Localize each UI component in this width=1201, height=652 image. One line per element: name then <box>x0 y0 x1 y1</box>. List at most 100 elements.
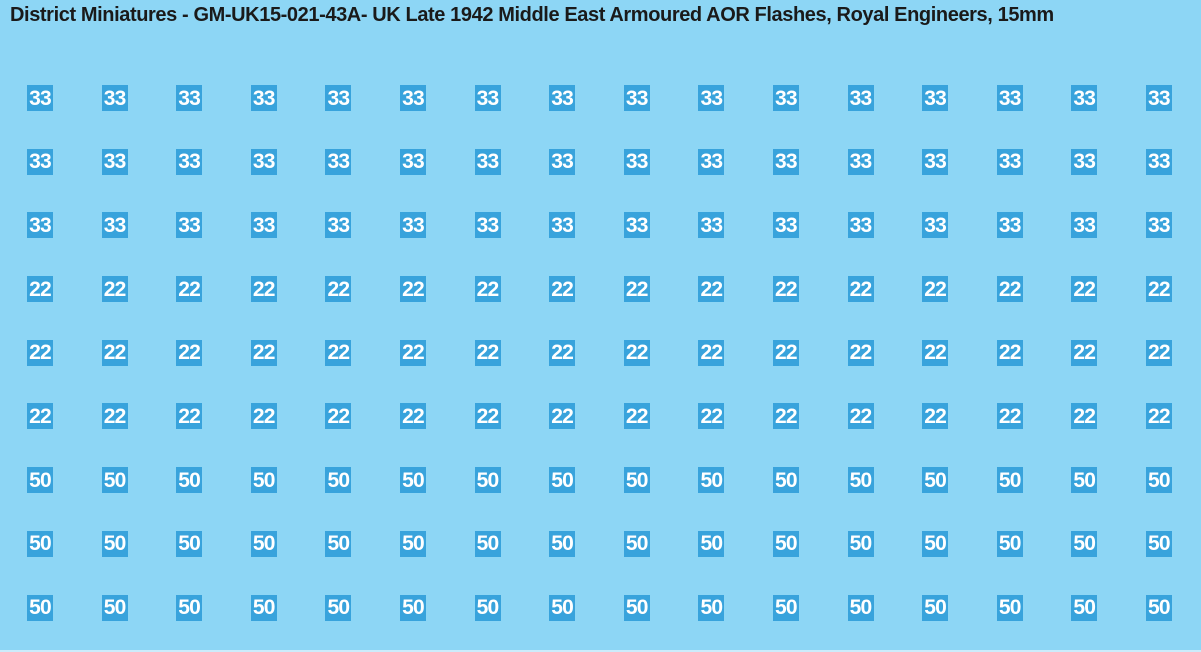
decal-square: 33 <box>549 148 576 175</box>
decal-square: 50 <box>325 467 352 494</box>
decal-square: 22 <box>996 339 1023 366</box>
decal-square: 50 <box>1071 530 1098 557</box>
decal-square: 50 <box>847 530 874 557</box>
decal-square: 33 <box>1145 85 1172 111</box>
bottom-edge-divider <box>0 650 1201 652</box>
decal-square: 50 <box>922 594 949 621</box>
decal-square: 33 <box>1145 148 1172 175</box>
decal-square: 22 <box>176 403 203 430</box>
decal-square: 33 <box>250 85 277 111</box>
decal-square: 50 <box>176 530 203 557</box>
decal-square: 33 <box>922 148 949 175</box>
decal-square: 22 <box>250 276 277 303</box>
decal-square: 50 <box>474 594 501 621</box>
decal-square: 22 <box>101 339 128 366</box>
decal-square: 50 <box>250 530 277 557</box>
decal-square: 22 <box>847 339 874 366</box>
decal-square: 50 <box>847 594 874 621</box>
decal-square: 50 <box>325 594 352 621</box>
decal-square: 50 <box>1145 530 1172 557</box>
decal-square: 50 <box>698 467 725 494</box>
decal-square: 22 <box>474 403 501 430</box>
decal-square: 22 <box>1145 339 1172 366</box>
decal-square: 50 <box>549 467 576 494</box>
decal-square: 22 <box>772 403 799 430</box>
decal-square: 50 <box>325 530 352 557</box>
decal-square: 50 <box>27 467 53 494</box>
decal-square: 33 <box>549 85 576 111</box>
decal-square: 22 <box>176 339 203 366</box>
decal-square: 33 <box>996 212 1023 239</box>
decal-square: 50 <box>922 530 949 557</box>
decal-square: 33 <box>772 85 799 111</box>
decal-square: 22 <box>623 403 650 430</box>
decal-square: 50 <box>250 467 277 494</box>
decal-square: 22 <box>623 276 650 303</box>
decal-square: 50 <box>1071 467 1098 494</box>
decal-square: 22 <box>698 276 725 303</box>
decal-square: 33 <box>996 85 1023 111</box>
decal-square: 33 <box>996 148 1023 175</box>
decal-square: 33 <box>399 212 426 239</box>
decal-square: 22 <box>698 339 725 366</box>
decal-square: 50 <box>1145 594 1172 621</box>
decal-square: 22 <box>176 276 203 303</box>
decal-square: 50 <box>698 594 725 621</box>
decal-square: 33 <box>922 85 949 111</box>
decal-square: 50 <box>27 594 53 621</box>
decal-square: 33 <box>847 85 874 111</box>
decal-square: 50 <box>176 467 203 494</box>
decal-square: 33 <box>176 148 203 175</box>
decal-square: 33 <box>698 85 725 111</box>
decal-square: 33 <box>325 212 352 239</box>
decal-square: 50 <box>623 594 650 621</box>
decal-square: 33 <box>623 212 650 239</box>
decal-square: 22 <box>1071 276 1098 303</box>
decal-square: 33 <box>101 148 128 175</box>
decal-square: 50 <box>623 530 650 557</box>
decal-square: 33 <box>549 212 576 239</box>
decal-square: 22 <box>1071 339 1098 366</box>
decal-square: 22 <box>996 276 1023 303</box>
decal-square: 22 <box>1071 403 1098 430</box>
decal-square: 22 <box>325 403 352 430</box>
decal-square: 33 <box>474 148 501 175</box>
decal-square: 22 <box>922 276 949 303</box>
decal-square: 22 <box>250 403 277 430</box>
decal-square: 50 <box>772 467 799 494</box>
decal-square: 50 <box>101 530 128 557</box>
decal-square: 50 <box>549 530 576 557</box>
decal-square: 33 <box>1071 148 1098 175</box>
decal-square: 50 <box>922 467 949 494</box>
decal-square: 33 <box>847 212 874 239</box>
decal-square: 50 <box>996 467 1023 494</box>
decal-grid: 33 33 33 33 33 33 33 33 33 33 33 33 33 33 33 33 33 33 33 33… <box>27 85 1172 621</box>
decal-square: 22 <box>27 276 53 303</box>
decal-square: 33 <box>1145 212 1172 239</box>
decal-square: 50 <box>176 594 203 621</box>
decal-square: 33 <box>325 148 352 175</box>
decal-square: 22 <box>325 276 352 303</box>
decal-square: 22 <box>922 339 949 366</box>
decal-square: 33 <box>325 85 352 111</box>
decal-square: 50 <box>474 530 501 557</box>
decal-square: 33 <box>474 85 501 111</box>
decal-square: 33 <box>176 85 203 111</box>
decal-square: 33 <box>623 148 650 175</box>
decal-square: 33 <box>27 85 53 111</box>
decal-square: 22 <box>399 339 426 366</box>
decal-square: 33 <box>772 212 799 239</box>
decal-square: 33 <box>474 212 501 239</box>
decal-square: 22 <box>922 403 949 430</box>
decal-square: 50 <box>27 530 53 557</box>
decal-square: 50 <box>996 530 1023 557</box>
decal-square: 33 <box>698 212 725 239</box>
decal-square: 50 <box>474 467 501 494</box>
decal-square: 22 <box>474 276 501 303</box>
decal-square: 33 <box>399 148 426 175</box>
sheet-title: District Miniatures - GM-UK15-021-43A- U… <box>10 4 1054 26</box>
decal-square: 33 <box>623 85 650 111</box>
decal-square: 33 <box>27 148 53 175</box>
decal-square: 50 <box>399 594 426 621</box>
